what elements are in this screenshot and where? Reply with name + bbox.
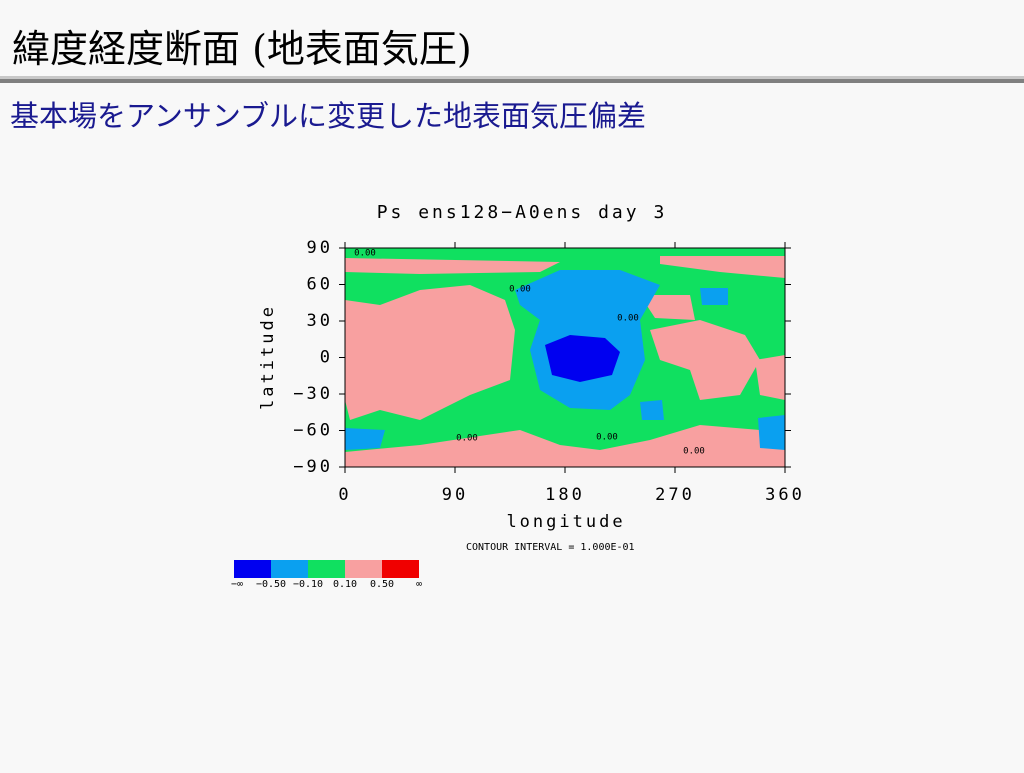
y-tick-label: −60 (293, 421, 333, 441)
y-tick-label: 60 (307, 275, 333, 295)
colorbar-label: −∞ (231, 579, 243, 590)
colorbar-swatch (382, 560, 419, 578)
y-axis-label: latitude (258, 304, 278, 410)
x-tick-label: 90 (442, 485, 468, 505)
y-tick-label: −90 (293, 457, 333, 477)
contour-label: 0.00 (354, 249, 376, 259)
contour-label: 0.00 (456, 434, 478, 444)
x-tick-label: 360 (765, 485, 805, 505)
y-tick-label: 90 (307, 238, 333, 258)
colorbar-swatch (308, 560, 345, 578)
y-tick-label: −30 (293, 384, 333, 404)
x-axis-label: longitude (506, 512, 625, 532)
colorbar-label: 0.10 (333, 579, 357, 590)
divider (0, 79, 1024, 83)
contour-note: CONTOUR INTERVAL = 1.000E-01 (466, 542, 635, 553)
contour-label: 0.00 (617, 314, 639, 324)
x-tick-label: 270 (655, 485, 695, 505)
contour-label: 0.00 (596, 433, 618, 443)
contour-label: 0.00 (509, 285, 531, 295)
colorbar-label: ∞ (416, 579, 422, 590)
contour-label: 0.00 (683, 447, 705, 457)
colorbar-label: −0.10 (293, 579, 323, 590)
slide-subtitle: 基本場をアンサンブルに変更した地表面気圧偏差 (10, 99, 646, 133)
contour-fill (345, 248, 785, 467)
slide-title: 緯度経度断面 (地表面気圧) (12, 27, 472, 71)
chart-title: Ps ens128−A0ens day 3 (377, 202, 668, 223)
y-tick-label: 0 (320, 348, 333, 368)
colorbar-swatch (345, 560, 382, 578)
colorbar-label: −0.50 (256, 579, 286, 590)
colorbar-swatch (271, 560, 308, 578)
y-tick-label: 30 (307, 311, 333, 331)
divider (0, 76, 1024, 79)
colorbar-label: 0.50 (370, 579, 394, 590)
x-tick-label: 180 (545, 485, 585, 505)
x-tick-label: 0 (338, 485, 351, 505)
colorbar-swatch (234, 560, 271, 578)
